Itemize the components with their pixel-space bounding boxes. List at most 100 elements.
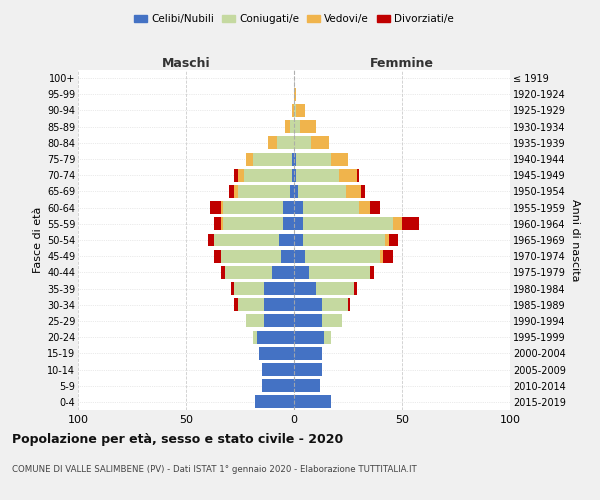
Bar — [294, 234, 389, 246]
Bar — [294, 218, 394, 230]
Bar — [262, 363, 294, 376]
Bar — [294, 314, 341, 328]
Bar — [221, 201, 294, 214]
Bar — [262, 379, 294, 392]
Bar — [255, 396, 294, 408]
Bar — [294, 266, 374, 279]
Bar — [247, 314, 294, 328]
Bar — [292, 104, 294, 117]
Bar — [225, 266, 294, 279]
Bar — [294, 330, 331, 344]
Bar — [294, 169, 340, 181]
Bar — [294, 234, 302, 246]
Bar — [294, 379, 320, 392]
Bar — [253, 152, 294, 166]
Bar — [294, 379, 320, 392]
Bar — [294, 250, 380, 262]
Bar — [214, 250, 294, 262]
Bar — [214, 234, 294, 246]
Bar — [253, 330, 294, 344]
Bar — [294, 282, 355, 295]
Bar — [294, 282, 316, 295]
Y-axis label: Anni di nascita: Anni di nascita — [570, 198, 580, 281]
Bar — [255, 396, 294, 408]
Bar — [221, 218, 294, 230]
Bar — [294, 185, 365, 198]
Bar — [294, 330, 331, 344]
Bar — [223, 201, 294, 214]
Bar — [292, 152, 294, 166]
Bar — [292, 169, 294, 181]
Bar — [294, 169, 359, 181]
Bar — [294, 363, 322, 376]
Bar — [229, 185, 294, 198]
Bar — [294, 218, 419, 230]
Bar — [221, 266, 294, 279]
Bar — [283, 218, 294, 230]
Bar — [259, 347, 294, 360]
Bar — [294, 201, 370, 214]
Bar — [294, 88, 296, 101]
Bar — [264, 314, 294, 328]
Bar — [221, 250, 294, 262]
Bar — [294, 314, 341, 328]
Bar — [294, 152, 348, 166]
Bar — [221, 250, 294, 262]
Bar — [294, 250, 383, 262]
Bar — [294, 266, 370, 279]
Bar — [294, 379, 320, 392]
Bar — [255, 396, 294, 408]
Bar — [294, 218, 402, 230]
Text: Popolazione per età, sesso e stato civile - 2020: Popolazione per età, sesso e stato civil… — [12, 432, 343, 446]
Bar — [290, 185, 294, 198]
Bar — [286, 120, 294, 133]
Bar — [294, 298, 348, 311]
Bar — [238, 185, 294, 198]
Bar — [294, 136, 329, 149]
Bar — [294, 104, 305, 117]
Bar — [262, 363, 294, 376]
Bar — [294, 104, 305, 117]
Bar — [238, 298, 294, 311]
Bar — [294, 347, 322, 360]
Bar — [255, 396, 294, 408]
Bar — [233, 282, 294, 295]
Bar — [294, 88, 296, 101]
Bar — [225, 266, 294, 279]
Bar — [294, 234, 398, 246]
Bar — [259, 347, 294, 360]
Text: Femmine: Femmine — [370, 57, 434, 70]
Bar — [294, 152, 296, 166]
Bar — [294, 169, 296, 181]
Bar — [294, 169, 356, 181]
Bar — [294, 201, 380, 214]
Y-axis label: Fasce di età: Fasce di età — [32, 207, 43, 273]
Bar — [294, 282, 355, 295]
Text: COMUNE DI VALLE SALIMBENE (PV) - Dati ISTAT 1° gennaio 2020 - Elaborazione TUTTI: COMUNE DI VALLE SALIMBENE (PV) - Dati IS… — [12, 466, 417, 474]
Bar — [264, 282, 294, 295]
Bar — [233, 169, 294, 181]
Bar — [294, 104, 296, 117]
Bar — [294, 234, 385, 246]
Bar — [294, 152, 331, 166]
Bar — [238, 169, 294, 181]
Bar — [294, 120, 316, 133]
Bar — [283, 201, 294, 214]
Bar — [294, 363, 322, 376]
Bar — [247, 152, 294, 166]
Bar — [294, 396, 331, 408]
Bar — [294, 266, 370, 279]
Bar — [279, 234, 294, 246]
Bar — [210, 201, 294, 214]
Bar — [214, 234, 294, 246]
Bar — [294, 298, 348, 311]
Bar — [294, 185, 298, 198]
Bar — [294, 314, 341, 328]
Bar — [294, 185, 346, 198]
Bar — [290, 120, 294, 133]
Bar — [253, 330, 294, 344]
Bar — [294, 250, 394, 262]
Bar — [292, 104, 294, 117]
Bar — [247, 314, 294, 328]
Bar — [233, 282, 294, 295]
